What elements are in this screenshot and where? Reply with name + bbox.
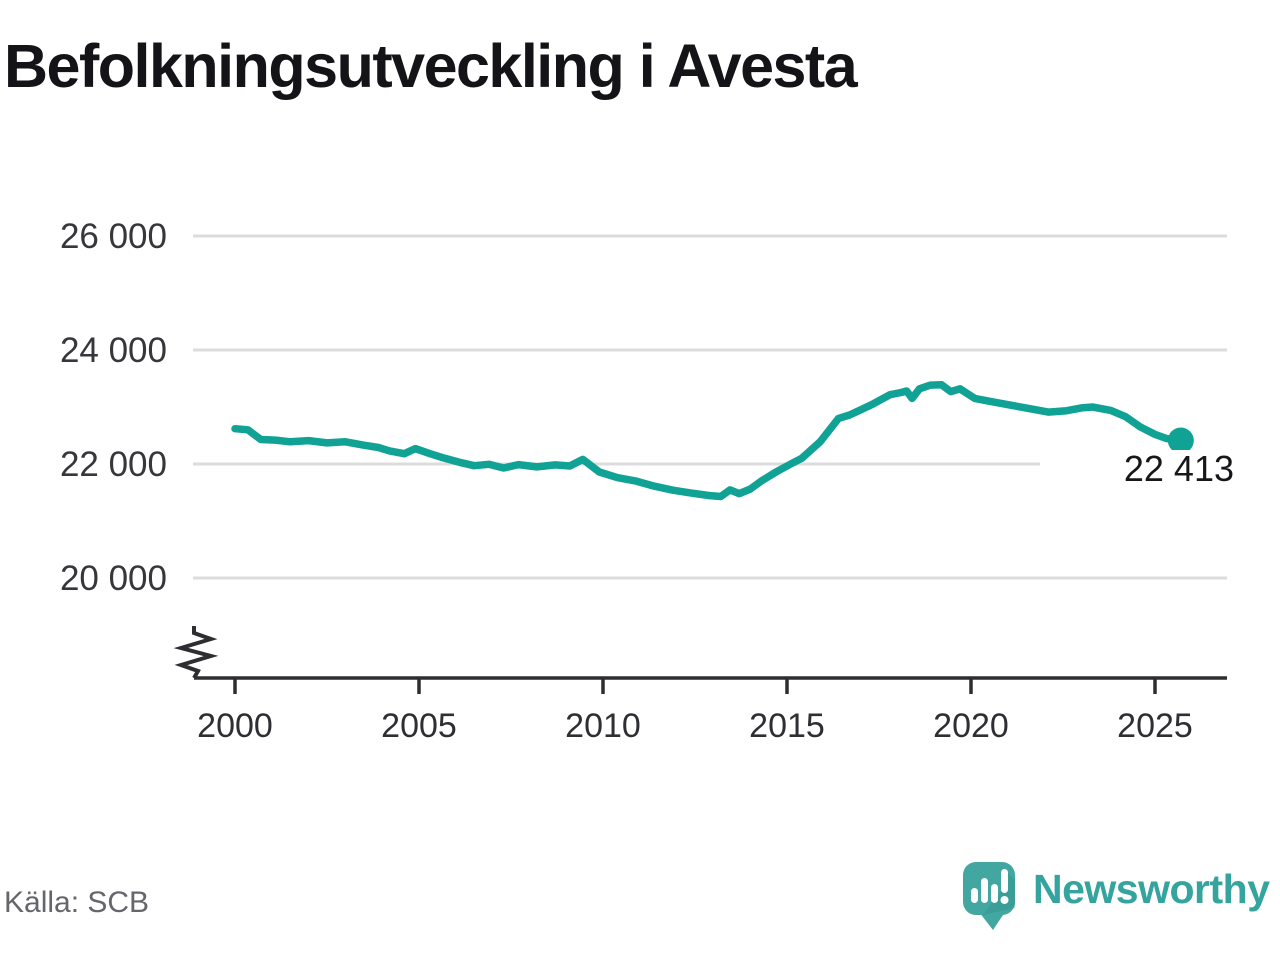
x-axis-label: 2015: [749, 707, 825, 745]
brand-wordmark: Newsworthy: [1033, 866, 1270, 912]
x-axis-label: 2000: [197, 707, 273, 745]
series-end-dot: [1167, 427, 1194, 454]
x-axis-label: 2020: [933, 707, 1009, 745]
source-label: Källa: SCB: [4, 886, 150, 919]
last-value-label: 22 413: [1040, 450, 1234, 488]
axis-break-icon: [173, 626, 219, 679]
y-axis-label: 20 000: [60, 559, 167, 598]
y-axis-label: 26 000: [60, 217, 167, 256]
x-axis-label: 2005: [381, 707, 457, 745]
population-series-line: [231, 381, 1185, 501]
newsworthy-logo-icon: [963, 862, 1015, 930]
x-axis-label: 2010: [565, 707, 641, 745]
chart-title: Befolkningsutveckling i Avesta: [4, 32, 858, 100]
x-axis-label: 2025: [1117, 707, 1193, 745]
y-axis-label: 24 000: [60, 331, 167, 370]
y-axis-label: 22 000: [60, 445, 167, 484]
